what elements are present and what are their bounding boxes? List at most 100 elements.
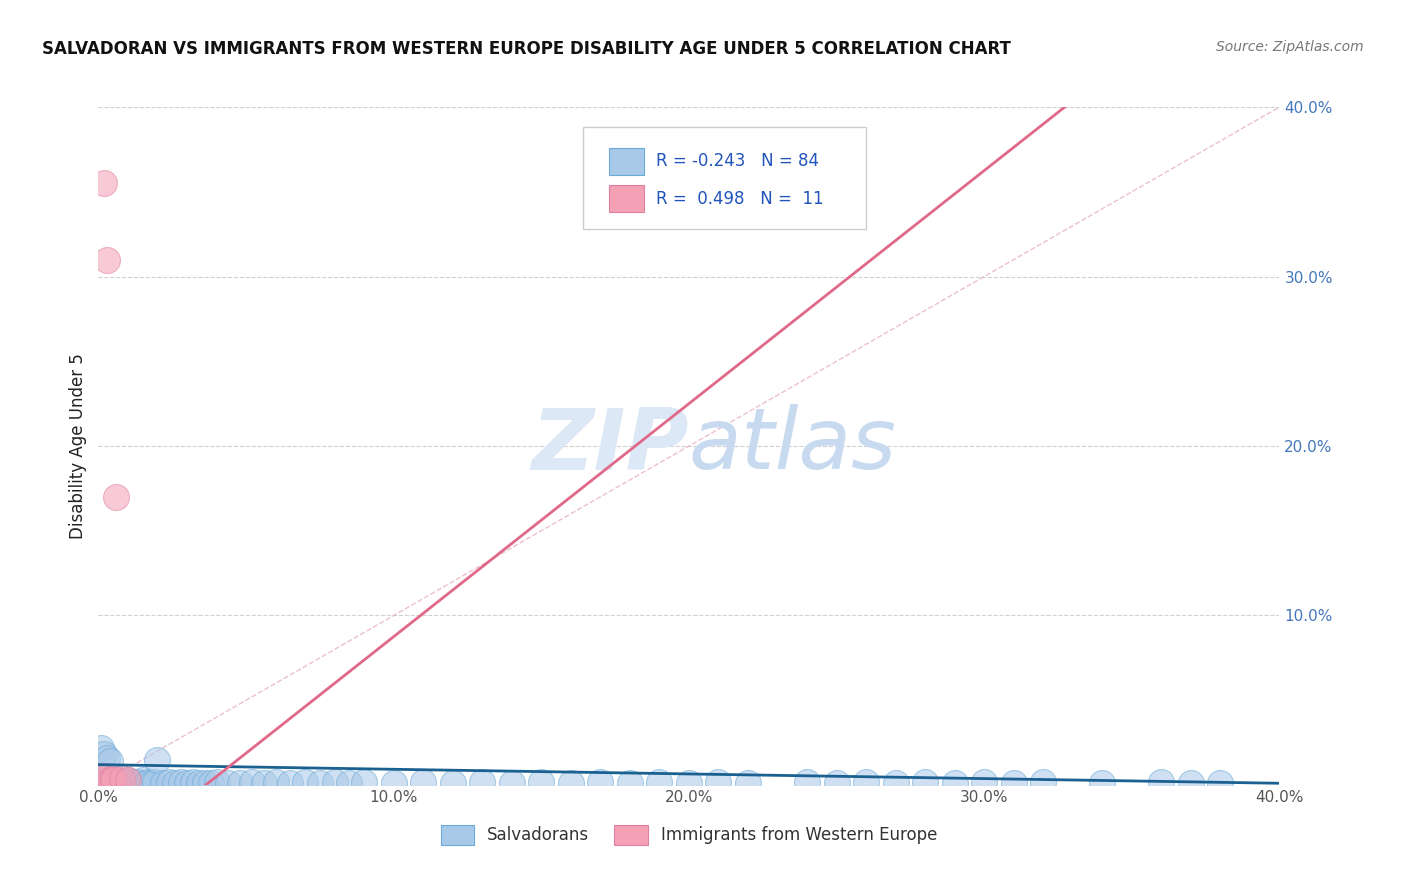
Point <box>412 774 434 789</box>
Point <box>737 776 759 790</box>
Point <box>855 774 877 789</box>
Point <box>796 774 818 789</box>
Point <box>253 776 276 790</box>
Point <box>339 776 361 790</box>
Point <box>114 774 136 789</box>
Point <box>125 774 148 789</box>
Point <box>264 774 287 789</box>
Point <box>1002 776 1025 790</box>
Point <box>501 776 523 790</box>
Point <box>1180 776 1202 790</box>
Point <box>143 774 166 789</box>
Point <box>120 774 142 789</box>
Y-axis label: Disability Age Under 5: Disability Age Under 5 <box>69 353 87 539</box>
Point <box>353 774 375 789</box>
Point <box>90 772 112 787</box>
Point <box>96 252 118 267</box>
Point <box>103 776 125 790</box>
Text: Source: ZipAtlas.com: Source: ZipAtlas.com <box>1216 40 1364 54</box>
Point <box>157 774 180 789</box>
Point <box>122 776 145 790</box>
FancyBboxPatch shape <box>582 128 866 229</box>
Point <box>589 774 612 789</box>
Point <box>103 771 125 785</box>
Point <box>117 772 139 787</box>
Point <box>93 769 115 784</box>
Point <box>90 774 112 789</box>
Legend: Salvadorans, Immigrants from Western Europe: Salvadorans, Immigrants from Western Eur… <box>434 819 943 851</box>
Point <box>560 776 582 790</box>
Point <box>1091 776 1114 790</box>
Point <box>309 776 332 790</box>
Point <box>93 774 115 789</box>
Point <box>98 772 121 787</box>
Point <box>441 776 464 790</box>
Text: SALVADORAN VS IMMIGRANTS FROM WESTERN EUROPE DISABILITY AGE UNDER 5 CORRELATION : SALVADORAN VS IMMIGRANTS FROM WESTERN EU… <box>42 40 1011 58</box>
Point <box>1209 776 1232 790</box>
Point <box>294 774 316 789</box>
Point <box>825 776 848 790</box>
Point <box>152 776 174 790</box>
Point <box>93 771 115 785</box>
Point <box>103 772 125 787</box>
Point <box>240 774 263 789</box>
Point <box>146 753 169 767</box>
Point <box>707 774 730 789</box>
Point <box>111 776 134 790</box>
Point <box>471 774 494 789</box>
Point <box>135 776 157 790</box>
Point <box>181 774 204 789</box>
Point <box>530 774 553 789</box>
Point <box>98 772 121 787</box>
Point <box>973 774 995 789</box>
Point <box>108 776 131 790</box>
Point <box>90 769 112 784</box>
Point <box>678 776 700 790</box>
Point <box>619 776 641 790</box>
Point <box>90 740 112 755</box>
Point <box>93 177 115 191</box>
Point <box>96 772 118 787</box>
Point <box>170 774 193 789</box>
Point <box>141 776 163 790</box>
Point <box>914 774 936 789</box>
Point <box>111 771 134 785</box>
Point <box>105 774 128 789</box>
Point <box>176 776 198 790</box>
Point <box>105 776 128 790</box>
Point <box>98 774 121 789</box>
Point <box>165 776 187 790</box>
Point <box>96 776 118 790</box>
Point <box>187 776 209 790</box>
Point <box>132 772 155 787</box>
FancyBboxPatch shape <box>609 148 644 175</box>
Point <box>117 772 139 787</box>
Point <box>103 772 125 787</box>
Point <box>111 774 134 789</box>
Point <box>280 776 302 790</box>
Point <box>117 776 139 790</box>
Point <box>128 776 150 790</box>
Point <box>1150 774 1173 789</box>
Point <box>103 771 125 785</box>
Point <box>943 776 966 790</box>
Point <box>138 774 160 789</box>
Text: R = -0.243   N = 84: R = -0.243 N = 84 <box>655 153 818 170</box>
Point <box>105 490 128 504</box>
Point <box>194 776 217 790</box>
Text: ZIP: ZIP <box>531 404 689 488</box>
Point <box>96 751 118 765</box>
Point <box>90 774 112 789</box>
FancyBboxPatch shape <box>609 185 644 212</box>
Point <box>217 776 239 790</box>
Point <box>200 776 222 790</box>
Point <box>108 772 131 787</box>
Point <box>205 774 228 789</box>
Point <box>98 754 121 768</box>
Text: atlas: atlas <box>689 404 897 488</box>
Point <box>648 774 671 789</box>
Point <box>884 776 907 790</box>
Text: R =  0.498   N =  11: R = 0.498 N = 11 <box>655 190 824 208</box>
Point <box>96 774 118 789</box>
Point <box>229 776 252 790</box>
